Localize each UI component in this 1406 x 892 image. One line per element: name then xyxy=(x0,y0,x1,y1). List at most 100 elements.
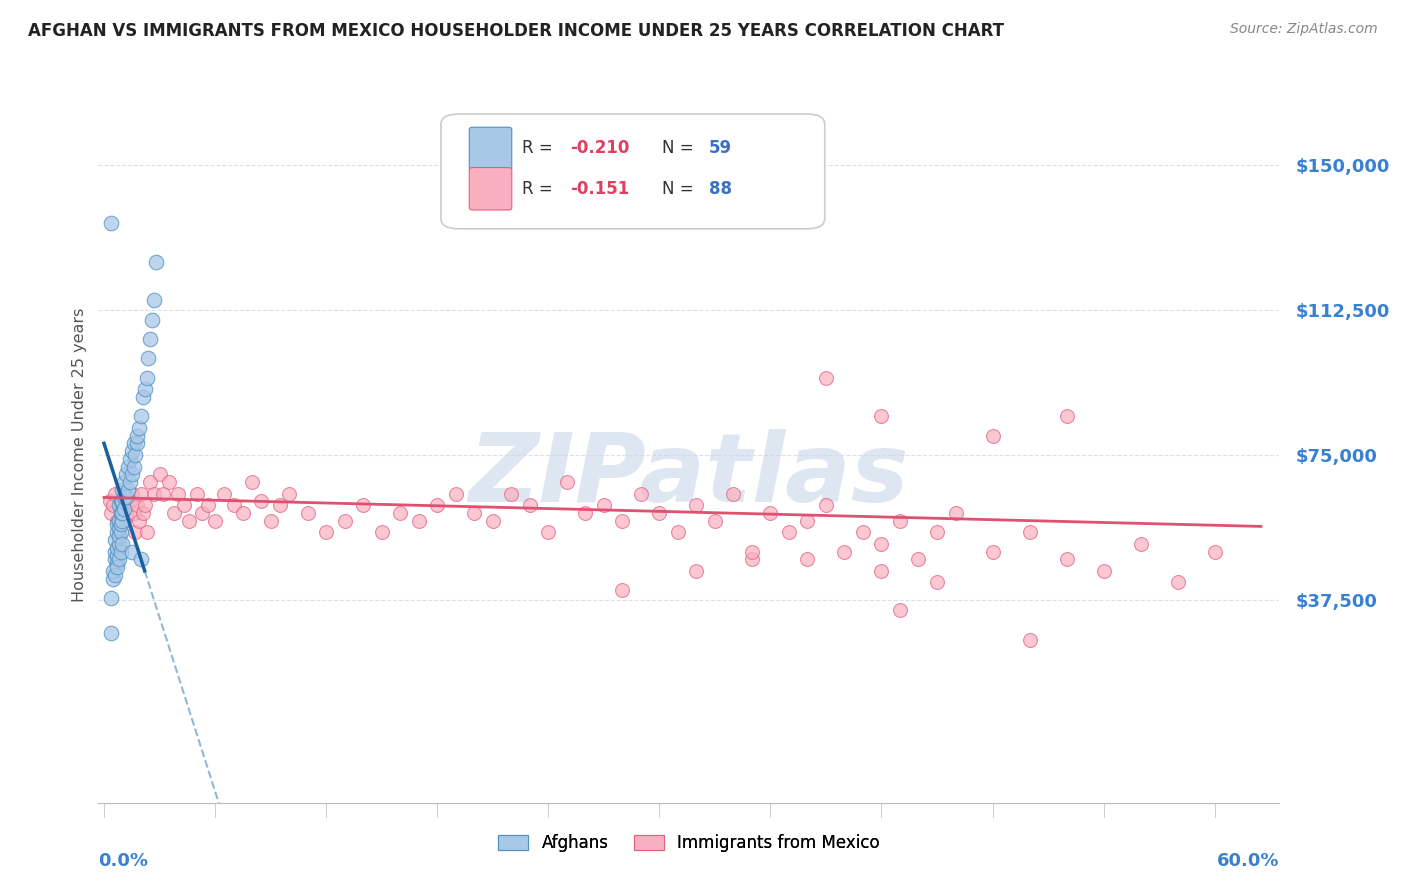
Point xyxy=(250,494,273,508)
Point xyxy=(163,506,186,520)
Point xyxy=(197,498,219,512)
Point xyxy=(612,514,634,528)
Point xyxy=(981,428,1004,442)
Point xyxy=(111,494,134,508)
Point xyxy=(100,216,122,230)
Text: 60.0%: 60.0% xyxy=(1218,852,1279,870)
Point xyxy=(501,486,523,500)
Point xyxy=(145,254,167,268)
Point xyxy=(269,498,291,512)
Text: N =: N = xyxy=(662,139,699,157)
Point xyxy=(117,483,139,497)
Point xyxy=(333,514,356,528)
Text: ZIPatlas: ZIPatlas xyxy=(468,429,910,523)
Point xyxy=(105,514,128,528)
Point xyxy=(191,506,214,520)
Point xyxy=(128,421,150,435)
Point xyxy=(1167,575,1189,590)
Point xyxy=(103,564,125,578)
Point xyxy=(107,552,129,566)
Point xyxy=(112,514,135,528)
Point xyxy=(444,486,467,500)
Text: 59: 59 xyxy=(709,139,733,157)
Point xyxy=(408,514,430,528)
Point xyxy=(370,525,392,540)
Point xyxy=(612,583,634,598)
Point xyxy=(115,491,138,505)
Point xyxy=(111,537,134,551)
Point xyxy=(666,525,689,540)
Point xyxy=(121,486,143,500)
Point xyxy=(630,486,652,500)
Point xyxy=(148,467,170,482)
Point xyxy=(121,544,143,558)
Point xyxy=(139,475,162,489)
Point xyxy=(981,544,1004,558)
Point xyxy=(138,351,160,366)
Point xyxy=(232,506,254,520)
Point xyxy=(852,525,875,540)
Point xyxy=(796,514,818,528)
Point xyxy=(112,475,135,489)
Point xyxy=(796,552,818,566)
Point xyxy=(103,498,125,512)
Point xyxy=(167,486,190,500)
Point xyxy=(115,506,138,520)
Point xyxy=(703,514,725,528)
Point xyxy=(870,537,893,551)
Point xyxy=(519,498,541,512)
Point xyxy=(129,552,152,566)
Point xyxy=(134,498,156,512)
Point xyxy=(118,494,141,508)
Point xyxy=(173,498,195,512)
Text: R =: R = xyxy=(523,139,558,157)
Point xyxy=(814,498,837,512)
Point xyxy=(834,544,856,558)
Point xyxy=(110,525,132,540)
Point xyxy=(105,556,128,570)
Point xyxy=(152,486,174,500)
Text: AFGHAN VS IMMIGRANTS FROM MEXICO HOUSEHOLDER INCOME UNDER 25 YEARS CORRELATION C: AFGHAN VS IMMIGRANTS FROM MEXICO HOUSEHO… xyxy=(28,22,1004,40)
Point xyxy=(259,514,281,528)
Point xyxy=(870,564,893,578)
Point xyxy=(122,506,145,520)
Point xyxy=(117,459,139,474)
Point xyxy=(157,475,180,489)
Point xyxy=(555,475,578,489)
Point xyxy=(463,506,485,520)
Point xyxy=(186,486,208,500)
Point xyxy=(741,544,763,558)
Point xyxy=(426,498,449,512)
Point xyxy=(105,549,128,563)
Point xyxy=(870,409,893,424)
Point xyxy=(122,436,145,450)
Point xyxy=(135,370,157,384)
Point xyxy=(128,514,150,528)
Point xyxy=(315,525,337,540)
Point xyxy=(121,444,143,458)
Point xyxy=(1018,525,1040,540)
Point xyxy=(107,521,129,535)
Point xyxy=(107,514,129,528)
Point xyxy=(107,525,129,540)
Point xyxy=(778,525,800,540)
Point xyxy=(141,312,163,326)
Point xyxy=(110,544,132,558)
Point xyxy=(240,475,263,489)
FancyBboxPatch shape xyxy=(441,114,825,229)
Point xyxy=(107,537,129,551)
Point xyxy=(204,514,226,528)
Point xyxy=(122,459,145,474)
Point xyxy=(685,564,707,578)
Point xyxy=(105,517,128,532)
Point xyxy=(135,525,157,540)
Point xyxy=(759,506,782,520)
Text: R =: R = xyxy=(523,180,558,198)
Point xyxy=(104,544,127,558)
Point xyxy=(481,514,503,528)
Point xyxy=(142,486,165,500)
Point xyxy=(112,491,135,505)
Text: 88: 88 xyxy=(709,180,733,198)
Point xyxy=(889,602,911,616)
Point xyxy=(132,390,155,404)
